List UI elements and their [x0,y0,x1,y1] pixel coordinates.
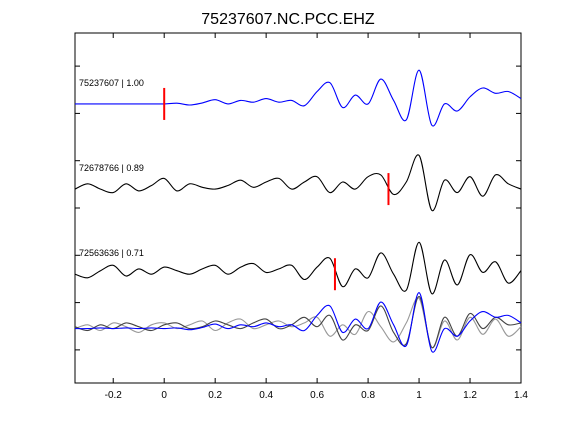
y-axis-ticks [75,65,521,351]
trace-line-5 [74,292,522,353]
trace-line-4 [74,295,522,349]
trace-line-3 [74,297,522,349]
x-axis: -0.2 0 0.2 0.4 0.6 0.8 1 1.2 1.4 [105,33,528,401]
trace-label-0: 75237607 | 1.00 [79,78,144,88]
x-tick-label-0: -0.2 [105,390,123,401]
trace-line-0 [74,69,522,127]
x-tick-label-5: 0.8 [361,390,375,401]
x-tick-label-6: 1 [416,390,422,401]
x-tick-label-1: 0 [161,390,167,401]
trace-labels-group: 75237607 | 1.00 72678766 | 0.89 72563636 |… [79,78,144,258]
x-tick-label-4: 0.6 [310,390,324,401]
x-tick-label-3: 0.4 [259,390,273,401]
trace-label-2: 72563636 | 0.71 [79,248,144,258]
traces-group [74,69,522,353]
x-tick-label-8: 1.4 [514,390,528,401]
chart-title: 75237607.NC.PCC.EHZ [201,11,375,28]
trace-line-1 [74,154,522,211]
pick-marks-group [163,87,390,291]
trace-label-1: 72678766 | 0.89 [79,163,144,173]
x-tick-label-7: 1.2 [463,390,477,401]
x-tick-label-2: 0.2 [208,390,222,401]
trace-line-2 [74,241,522,295]
